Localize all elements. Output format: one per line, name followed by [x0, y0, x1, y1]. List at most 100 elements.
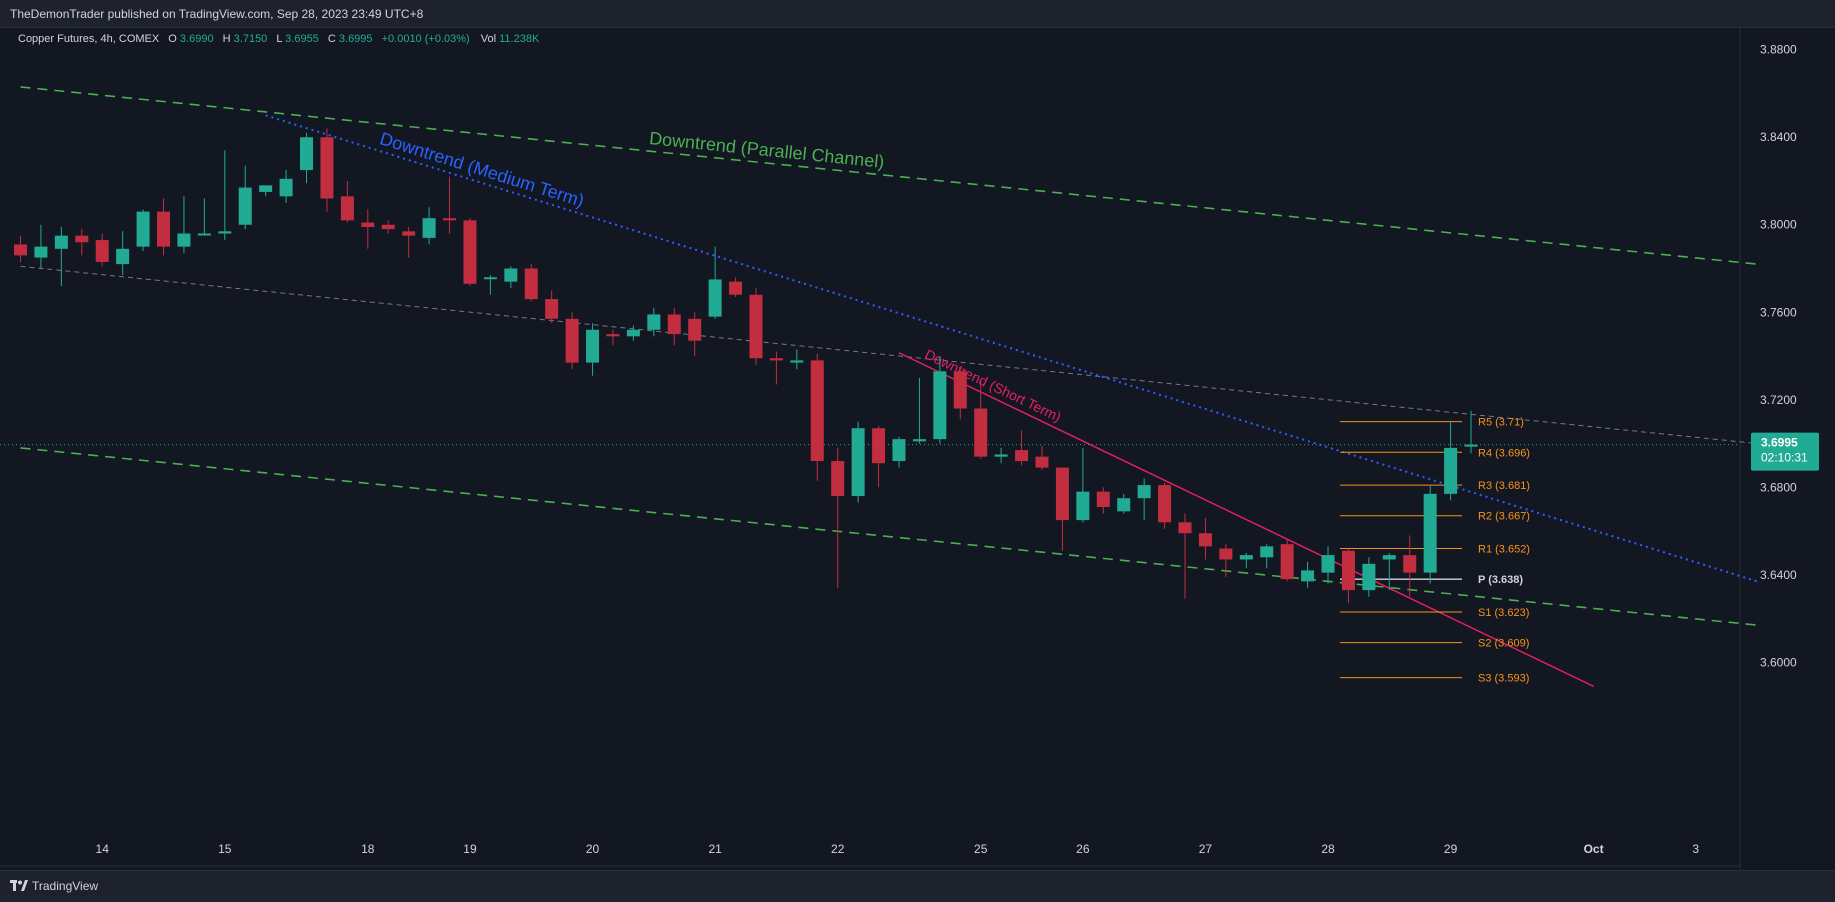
candle-body-12 — [259, 185, 273, 192]
candle-body-43 — [892, 439, 906, 462]
price-axis[interactable]: 3.8800 3.8400 3.8000 3.7600 3.7200 3.6800 3.64… — [1760, 43, 1797, 670]
legend-close-value: 3.6995 — [339, 33, 373, 45]
candle-body-46 — [953, 371, 967, 409]
candle-body-25 — [524, 268, 538, 300]
x-tick-label-8: 26 — [1076, 842, 1090, 856]
legend-close-label: C — [328, 33, 336, 45]
legend-high-value: 3.7150 — [234, 33, 268, 45]
candle-body-29 — [606, 334, 620, 337]
y-tick-label-7: 3.6000 — [1760, 655, 1797, 669]
candle-body-7 — [157, 211, 171, 247]
candle-body-6 — [136, 211, 150, 247]
x-tick-label-9: 27 — [1199, 842, 1213, 856]
candle-body-42 — [872, 428, 886, 464]
trendline-middle-2 — [20, 265, 1758, 445]
candle-body-33 — [688, 318, 702, 341]
pivot-label-7: S2 (3.609) — [1478, 638, 1529, 650]
candle-body-39 — [810, 360, 824, 462]
x-tick-label-0: 14 — [96, 842, 110, 856]
legend-low-value: 3.6955 — [285, 33, 319, 45]
candle-body-36 — [749, 294, 763, 359]
candle-body-0 — [14, 244, 27, 256]
y-tick-label-6: 3.6400 — [1760, 568, 1797, 582]
x-tick-label-1: 15 — [218, 842, 232, 856]
candle-body-4 — [95, 240, 109, 262]
trendline-upper-0 — [20, 86, 1758, 265]
pivot-label-6: S1 (3.623) — [1478, 607, 1529, 619]
chart-background — [0, 28, 1835, 870]
publish-info: TheDemonTrader published on TradingView.… — [10, 7, 424, 21]
candle-body-32 — [667, 314, 681, 335]
candle-body-41 — [851, 428, 865, 497]
candle-body-66 — [1362, 563, 1376, 591]
candle-body-20 — [422, 218, 436, 238]
candle-body-9 — [197, 233, 211, 236]
candle-body-17 — [361, 222, 375, 227]
candle-body-34 — [708, 279, 722, 317]
candle-body-52 — [1076, 491, 1090, 521]
candle-body-70 — [1444, 447, 1458, 494]
candle-body-35 — [729, 281, 743, 295]
candle-body-59 — [1219, 548, 1233, 560]
candle-body-37 — [769, 358, 783, 361]
pivot-points-layer: R5 (3.71) R4 (3.696) R3 (3.681) R2 (3.667) R… — [1340, 417, 1530, 685]
candle-body-10 — [218, 231, 232, 234]
candle-body-53 — [1096, 491, 1110, 507]
candle-body-57 — [1178, 522, 1192, 534]
legend-change: +0.0010 (+0.03%) — [382, 33, 470, 45]
candle-body-45 — [933, 371, 947, 440]
x-tick-label-5: 21 — [708, 842, 722, 856]
price-badge-countdown: 02:10:31 — [1761, 451, 1808, 465]
price-chart[interactable]: Downtrend (Parallel Channel)Downtrend (M… — [0, 28, 1835, 870]
x-tick-label-4: 20 — [586, 842, 600, 856]
y-tick-label-2: 3.8000 — [1760, 218, 1797, 232]
tradingview-logo[interactable]: TradingView — [10, 879, 98, 893]
legend-symbol: Copper Futures, 4h, COMEX — [18, 33, 160, 45]
candle-body-68 — [1403, 555, 1417, 573]
legend-volume-label: Vol — [481, 33, 496, 45]
candle-body-61 — [1260, 546, 1274, 558]
candle-body-1 — [34, 246, 48, 258]
candle-body-44 — [912, 439, 926, 442]
candle-body-11 — [238, 187, 252, 225]
price-badge-bg — [1751, 432, 1819, 471]
candle-body-48 — [994, 454, 1008, 457]
x-tick-label-3: 19 — [463, 842, 477, 856]
legend-open-label: O — [168, 33, 177, 45]
publish-header: TheDemonTrader published on TradingView.… — [0, 0, 1835, 28]
time-axis[interactable]: 14 15 18 19 20 21 22 25 26 27 28 29 Oct 3 — [96, 842, 1700, 856]
candle-body-58 — [1198, 533, 1212, 547]
candle-body-51 — [1055, 467, 1069, 521]
x-tick-label-7: 25 — [974, 842, 988, 856]
candle-body-63 — [1301, 570, 1315, 582]
candle-body-18 — [381, 224, 395, 230]
x-tick-label-2: 18 — [361, 842, 375, 856]
candle-body-69 — [1423, 493, 1437, 573]
pivot-label-5: P (3.638) — [1478, 574, 1523, 586]
pivot-label-3: R2 (3.667) — [1478, 511, 1530, 523]
pivot-label-1: R4 (3.696) — [1478, 447, 1530, 459]
candle-body-28 — [586, 329, 600, 363]
candle-body-22 — [463, 220, 477, 284]
candle-body-8 — [177, 233, 191, 247]
current-price-badge: 3.6995 02:10:31 — [1751, 432, 1819, 471]
candle-body-62 — [1280, 544, 1294, 580]
candle-body-19 — [402, 231, 416, 236]
candle-body-65 — [1341, 550, 1355, 591]
candles-layer — [14, 128, 1478, 604]
legend-volume-value: 11.238K — [499, 33, 540, 45]
pivot-label-2: R3 (3.681) — [1478, 480, 1530, 492]
candle-body-27 — [565, 318, 579, 363]
candle-body-31 — [647, 314, 661, 330]
trendline-lower-1 — [20, 447, 1758, 626]
pivot-label-8: S3 (3.593) — [1478, 673, 1529, 685]
candle-body-56 — [1158, 485, 1172, 523]
y-tick-label-5: 3.6800 — [1760, 480, 1797, 494]
candle-body-5 — [116, 248, 130, 265]
y-tick-label-3: 3.7600 — [1760, 305, 1797, 319]
x-tick-label-6: 22 — [831, 842, 845, 856]
y-tick-label-1: 3.8400 — [1760, 130, 1797, 144]
candle-body-64 — [1321, 555, 1335, 573]
candle-body-50 — [1035, 456, 1049, 468]
candle-body-38 — [790, 360, 804, 363]
